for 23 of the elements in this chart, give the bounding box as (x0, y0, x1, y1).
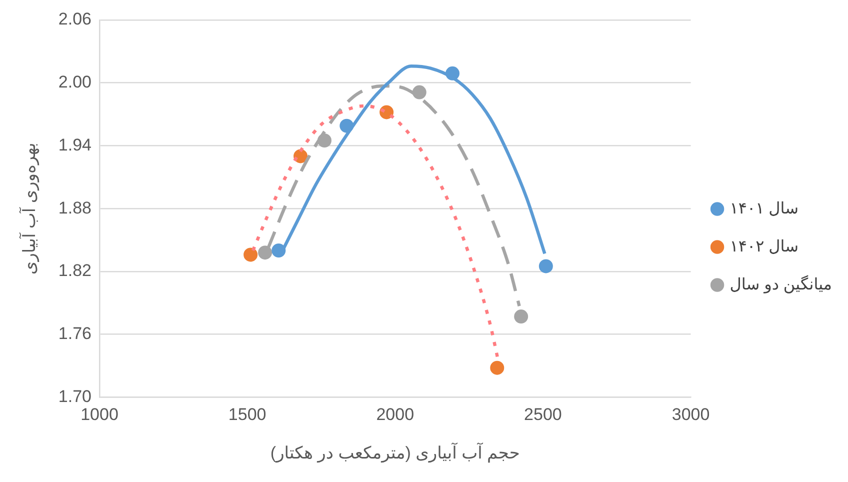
legend-label: میانگین دو سال (730, 274, 832, 294)
point (244, 248, 258, 262)
y-tick-label: 1.94 (58, 135, 92, 154)
y-tick-label: 2.00 (58, 72, 92, 92)
point (490, 360, 504, 375)
x-tick-label: 1000 (80, 405, 118, 424)
y-tick-label: 1.82 (58, 261, 92, 280)
y-tick-label: 2.06 (58, 10, 92, 29)
point (258, 246, 272, 260)
point (538, 259, 553, 274)
x-tick-label: 2500 (524, 405, 562, 424)
y-tick-label: 1.76 (58, 324, 92, 344)
legend-label: سال ۱۴۰۱ (730, 200, 799, 218)
y-axis-title: بهره‌وری آب آبیاری (18, 142, 40, 275)
x-axis-title: حجم آب آبیاری (مترمکعب در هکتار) (270, 442, 520, 464)
y-tick-label: 1.88 (58, 198, 92, 218)
y-tick-label: 1.70 (58, 386, 92, 406)
x-tick-label: 1500 (228, 405, 266, 424)
legend-label: سال ۱۴۰۲ (730, 238, 799, 256)
point (514, 310, 528, 324)
x-tick-label: 2000 (376, 405, 414, 424)
x-tick-label: 3000 (672, 405, 710, 424)
point (412, 85, 426, 100)
